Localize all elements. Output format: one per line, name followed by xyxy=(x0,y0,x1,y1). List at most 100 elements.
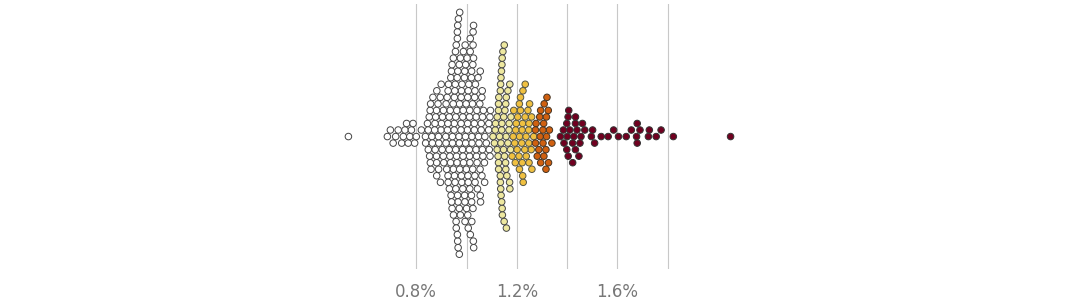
Circle shape xyxy=(429,140,436,146)
Circle shape xyxy=(434,160,440,166)
Circle shape xyxy=(428,166,435,173)
Circle shape xyxy=(658,127,664,133)
Circle shape xyxy=(439,146,446,153)
Circle shape xyxy=(468,68,475,74)
Circle shape xyxy=(440,107,447,114)
Circle shape xyxy=(449,61,455,68)
Circle shape xyxy=(457,94,464,101)
Circle shape xyxy=(429,94,436,101)
Circle shape xyxy=(516,166,522,173)
Circle shape xyxy=(511,107,517,114)
Circle shape xyxy=(566,107,572,114)
Circle shape xyxy=(506,179,513,185)
Circle shape xyxy=(499,199,505,205)
Circle shape xyxy=(506,120,513,127)
Circle shape xyxy=(462,42,468,48)
Circle shape xyxy=(541,101,547,107)
Circle shape xyxy=(431,127,438,133)
Circle shape xyxy=(470,244,477,251)
Circle shape xyxy=(569,140,576,146)
Circle shape xyxy=(469,101,476,107)
Circle shape xyxy=(506,81,513,88)
Circle shape xyxy=(508,153,515,160)
Circle shape xyxy=(451,127,457,133)
Circle shape xyxy=(560,127,567,133)
Circle shape xyxy=(577,140,583,146)
Circle shape xyxy=(572,114,579,120)
Circle shape xyxy=(501,114,507,120)
Circle shape xyxy=(465,88,472,94)
Circle shape xyxy=(490,133,496,140)
Circle shape xyxy=(516,153,522,160)
Circle shape xyxy=(565,114,571,120)
Circle shape xyxy=(475,133,481,140)
Circle shape xyxy=(424,120,430,127)
Circle shape xyxy=(459,88,465,94)
Circle shape xyxy=(509,133,516,140)
Circle shape xyxy=(448,74,454,81)
Circle shape xyxy=(590,127,596,133)
Circle shape xyxy=(390,140,397,146)
Circle shape xyxy=(573,127,580,133)
Circle shape xyxy=(610,127,617,133)
Circle shape xyxy=(516,101,522,107)
Circle shape xyxy=(519,173,526,179)
Circle shape xyxy=(478,127,485,133)
Circle shape xyxy=(534,153,541,160)
Circle shape xyxy=(463,166,469,173)
Circle shape xyxy=(462,68,468,74)
Circle shape xyxy=(503,94,509,101)
Circle shape xyxy=(452,114,459,120)
Circle shape xyxy=(473,81,479,88)
Circle shape xyxy=(456,166,463,173)
Circle shape xyxy=(425,127,431,133)
Circle shape xyxy=(526,127,532,133)
Circle shape xyxy=(467,231,474,238)
Circle shape xyxy=(514,146,520,153)
Circle shape xyxy=(495,107,502,114)
Circle shape xyxy=(519,120,526,127)
Circle shape xyxy=(418,127,425,133)
Circle shape xyxy=(479,173,486,179)
Circle shape xyxy=(636,127,643,133)
Circle shape xyxy=(409,127,415,133)
Circle shape xyxy=(457,55,464,61)
Circle shape xyxy=(454,231,461,238)
Circle shape xyxy=(567,127,573,133)
Circle shape xyxy=(494,114,501,120)
Circle shape xyxy=(460,185,466,192)
Circle shape xyxy=(470,55,477,61)
Circle shape xyxy=(498,179,504,185)
Circle shape xyxy=(634,120,641,127)
Circle shape xyxy=(460,48,467,55)
Circle shape xyxy=(564,133,570,140)
Circle shape xyxy=(463,140,469,146)
Circle shape xyxy=(498,192,504,199)
Circle shape xyxy=(447,185,453,192)
Circle shape xyxy=(387,127,393,133)
Circle shape xyxy=(442,133,449,140)
Circle shape xyxy=(444,120,451,127)
Circle shape xyxy=(500,48,506,55)
Circle shape xyxy=(538,160,544,166)
Circle shape xyxy=(513,120,519,127)
Circle shape xyxy=(449,133,455,140)
Circle shape xyxy=(423,140,429,146)
Circle shape xyxy=(543,114,550,120)
Circle shape xyxy=(449,199,455,205)
Circle shape xyxy=(452,81,459,88)
Circle shape xyxy=(495,94,502,101)
Circle shape xyxy=(466,153,473,160)
Circle shape xyxy=(474,185,480,192)
Circle shape xyxy=(528,146,534,153)
Circle shape xyxy=(646,127,653,133)
Circle shape xyxy=(456,251,463,257)
Circle shape xyxy=(452,48,459,55)
Circle shape xyxy=(452,88,459,94)
Circle shape xyxy=(565,153,571,160)
Circle shape xyxy=(450,55,456,61)
Circle shape xyxy=(477,166,483,173)
Circle shape xyxy=(462,199,468,205)
Circle shape xyxy=(499,127,505,133)
Circle shape xyxy=(447,153,453,160)
